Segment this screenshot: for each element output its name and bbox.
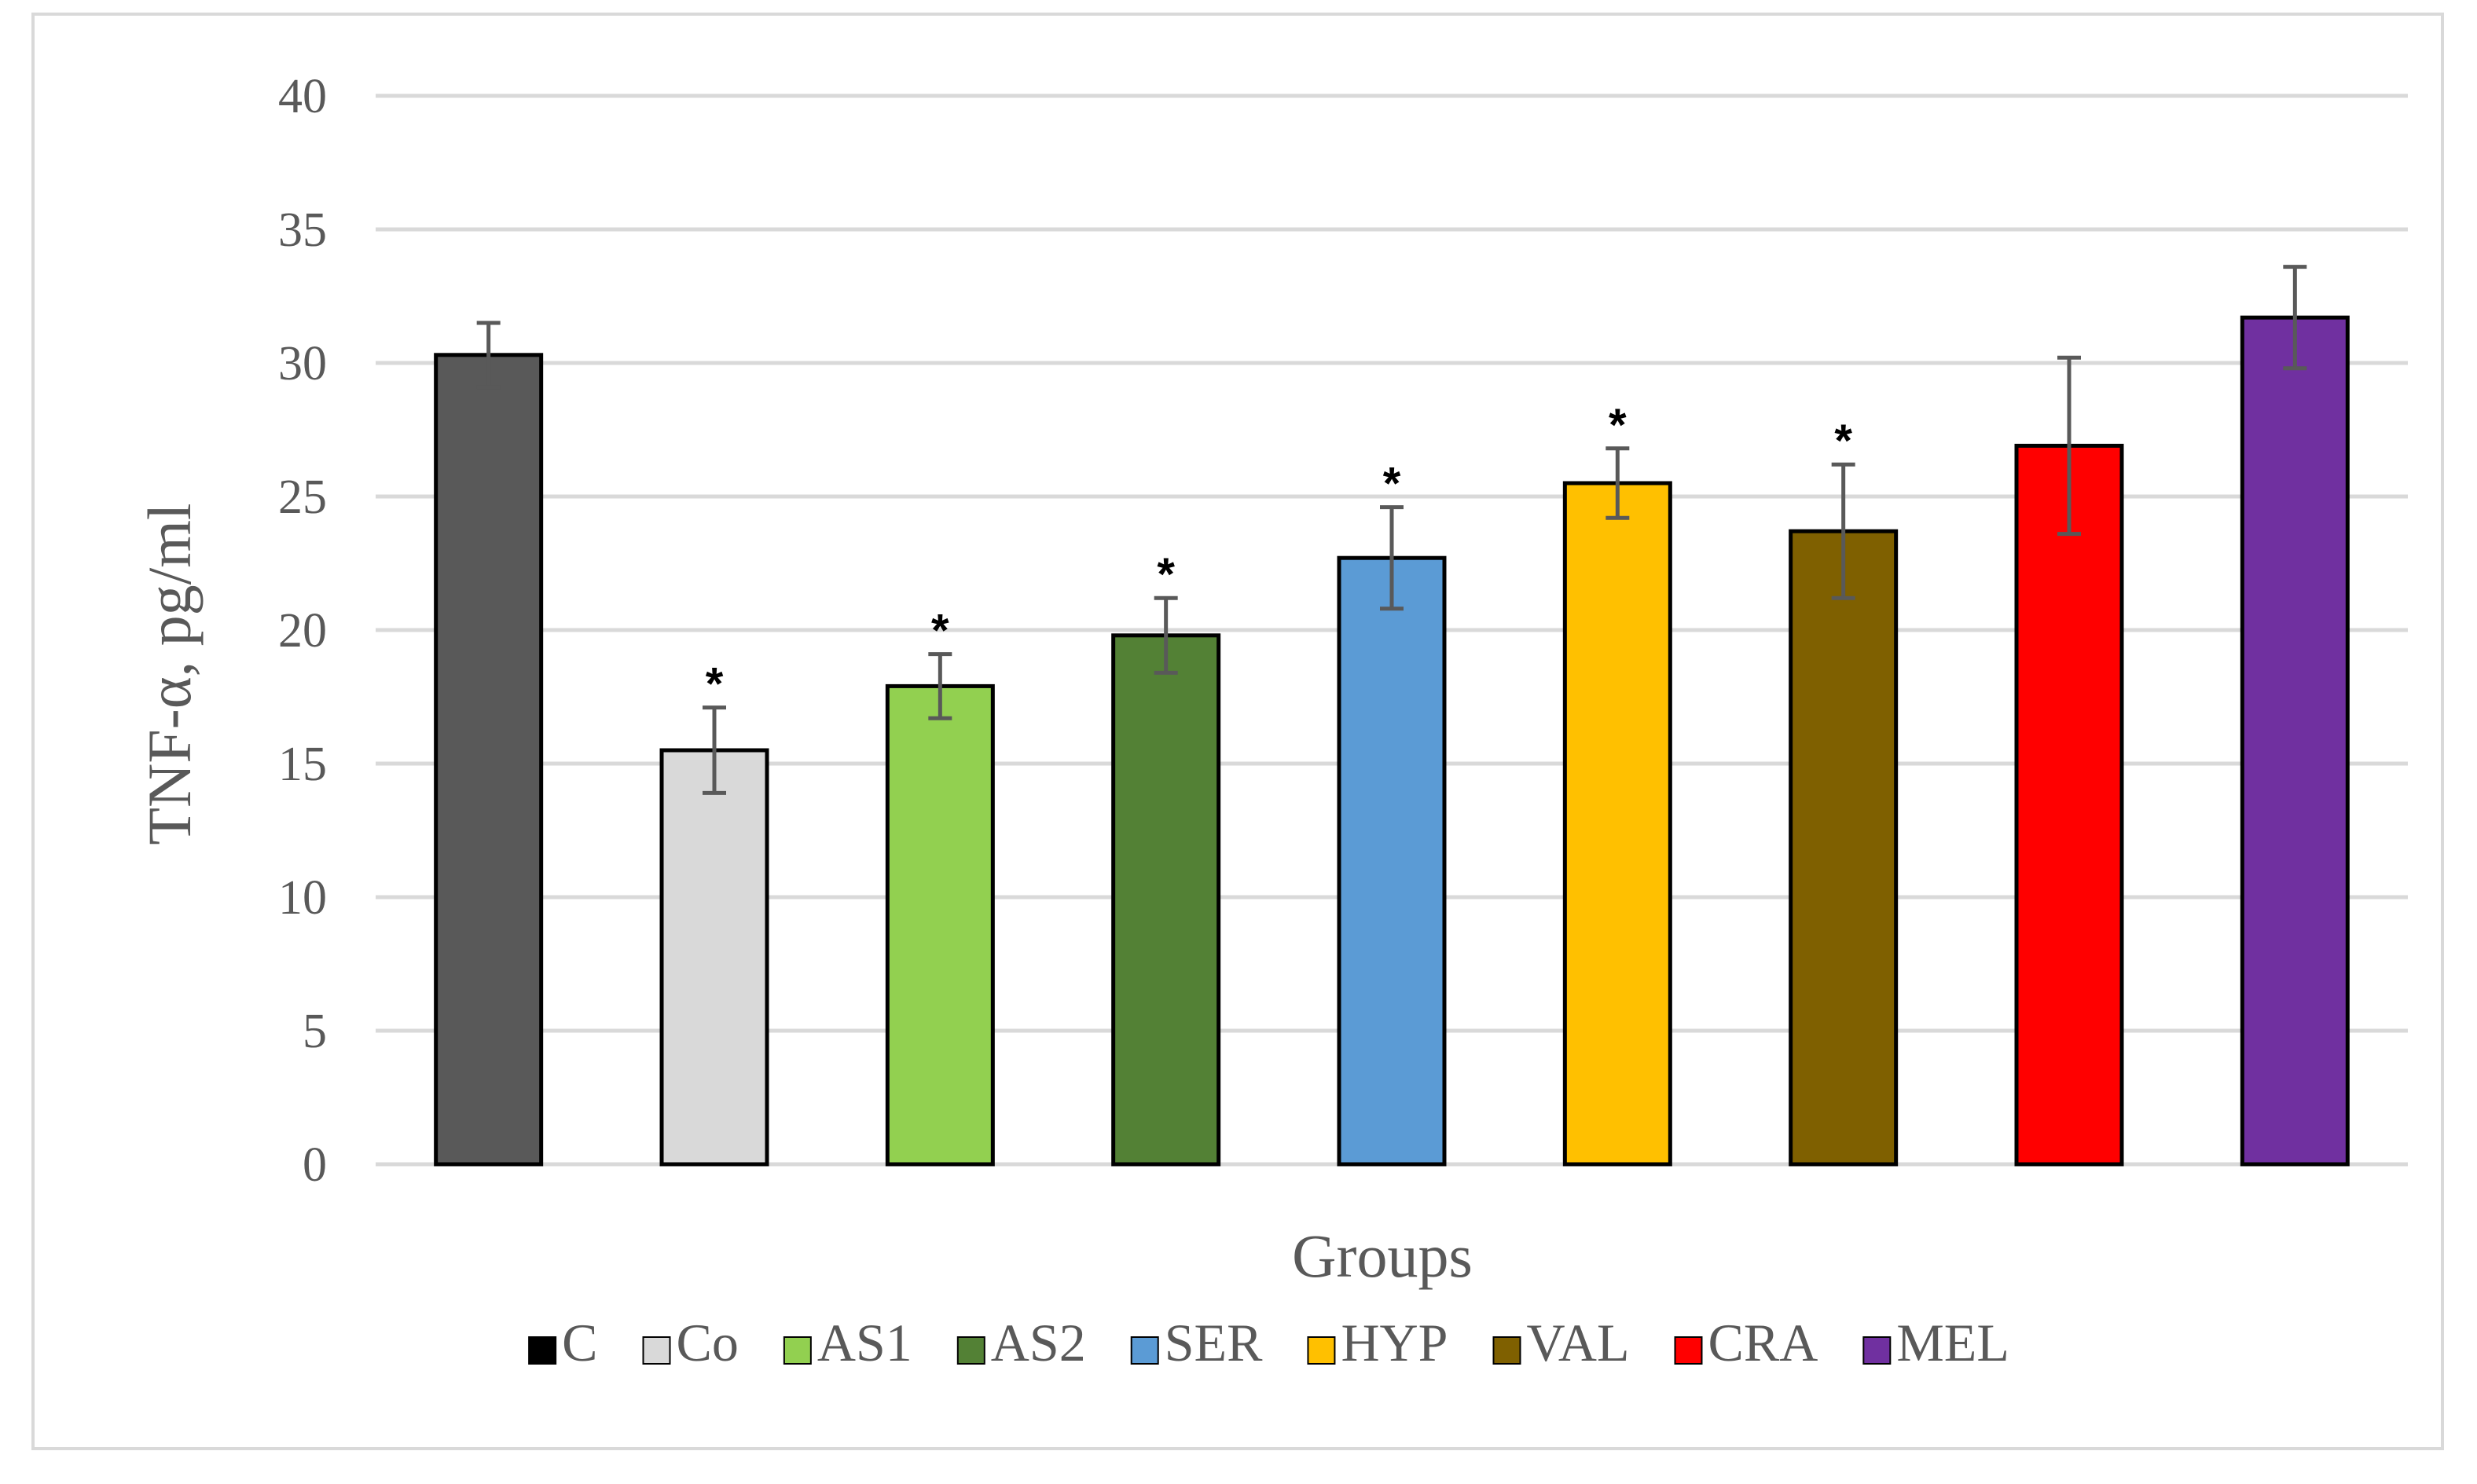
- bar-mel: [2240, 315, 2350, 1167]
- legend-item-hyp: HYP: [1307, 1313, 1448, 1372]
- y-tick-label-25: 25: [278, 471, 327, 524]
- bar-c: [434, 353, 544, 1167]
- legend-label: VAL: [1526, 1313, 1629, 1372]
- y-tick-label-15: 15: [278, 738, 327, 791]
- error-bar-co: [703, 705, 726, 795]
- error-bars: [476, 265, 2307, 795]
- y-tick-label-5: 5: [303, 1005, 327, 1058]
- legend-item-as1: AS1: [783, 1313, 912, 1372]
- legend-swatch: [783, 1336, 812, 1365]
- significance-mark-val: *: [1834, 416, 1852, 467]
- bar-chart: 0 5 10 15 20 25 30 35 40 * * * * * * TNF-α, pg/ml Gro…: [135, 70, 2408, 1372]
- significance-mark-hyp: *: [1609, 400, 1627, 451]
- legend-swatch: [1492, 1336, 1521, 1365]
- legend-swatch: [1862, 1336, 1892, 1365]
- error-bar-c: [476, 321, 501, 390]
- legend-item-c: C: [528, 1313, 597, 1372]
- legend-label: Co: [676, 1313, 738, 1372]
- legend-swatch: [1307, 1336, 1336, 1365]
- legend-item-co: Co: [642, 1313, 739, 1372]
- error-bar-ser: [1380, 505, 1404, 611]
- bar-ser: [1337, 555, 1447, 1167]
- error-bar-as2: [1154, 595, 1178, 675]
- legend-item-cra: CRA: [1674, 1313, 1818, 1372]
- significance-mark-co: *: [706, 659, 724, 710]
- legend: C Co AS1 AS2 SER HYP VAL CRA MEL: [528, 1313, 2009, 1372]
- significance-mark-ser: *: [1383, 459, 1401, 510]
- significance-mark-as1: *: [931, 606, 949, 657]
- error-bar-val: [1831, 462, 1855, 600]
- bar-co: [659, 748, 769, 1167]
- y-tick-label-35: 35: [278, 203, 327, 257]
- y-tick-label-40: 40: [278, 70, 327, 123]
- legend-swatch: [956, 1336, 985, 1365]
- legend-label: MEL: [1896, 1313, 2009, 1372]
- y-tick-label-0: 0: [303, 1138, 327, 1192]
- legend-swatch: [528, 1336, 557, 1365]
- bar-as1: [885, 683, 995, 1167]
- bar-cra: [2014, 443, 2124, 1167]
- legend-label: SER: [1165, 1313, 1263, 1372]
- chart-frame: 0 5 10 15 20 25 30 35 40 * * * * * * TNF-α, pg/ml Gro…: [31, 13, 2444, 1450]
- legend-label: C: [562, 1313, 597, 1372]
- legend-item-mel: MEL: [1862, 1313, 2009, 1372]
- error-bar-mel: [2283, 265, 2307, 371]
- y-tick-label-20: 20: [278, 604, 327, 658]
- y-axis-ticks: 0 5 10 15 20 25 30 35 40: [278, 70, 327, 1192]
- significance-mark-as2: *: [1157, 549, 1175, 600]
- significance-marks: * * * * * *: [706, 400, 1853, 710]
- bars: [434, 315, 2350, 1167]
- error-bar-cra: [2057, 355, 2081, 537]
- x-axis-title: Groups: [1292, 1222, 1473, 1290]
- legend-item-ser: SER: [1130, 1313, 1263, 1372]
- legend-label: AS2: [991, 1313, 1086, 1372]
- legend-label: HYP: [1341, 1313, 1448, 1372]
- legend-label: CRA: [1708, 1313, 1818, 1372]
- error-bar-as1: [928, 652, 952, 720]
- legend-item-as2: AS2: [956, 1313, 1086, 1372]
- y-tick-label-10: 10: [278, 871, 327, 925]
- legend-label: AS1: [817, 1313, 912, 1372]
- legend-swatch: [642, 1336, 671, 1365]
- bar-val: [1789, 529, 1899, 1167]
- bar-hyp: [1562, 481, 1672, 1167]
- legend-swatch: [1674, 1336, 1703, 1365]
- error-bar-hyp: [1605, 446, 1630, 520]
- bar-as2: [1111, 633, 1221, 1167]
- legend-item-val: VAL: [1492, 1313, 1629, 1372]
- legend-swatch: [1130, 1336, 1159, 1365]
- y-tick-label-30: 30: [278, 337, 327, 390]
- y-axis-title: TNF-α, pg/ml: [135, 503, 204, 845]
